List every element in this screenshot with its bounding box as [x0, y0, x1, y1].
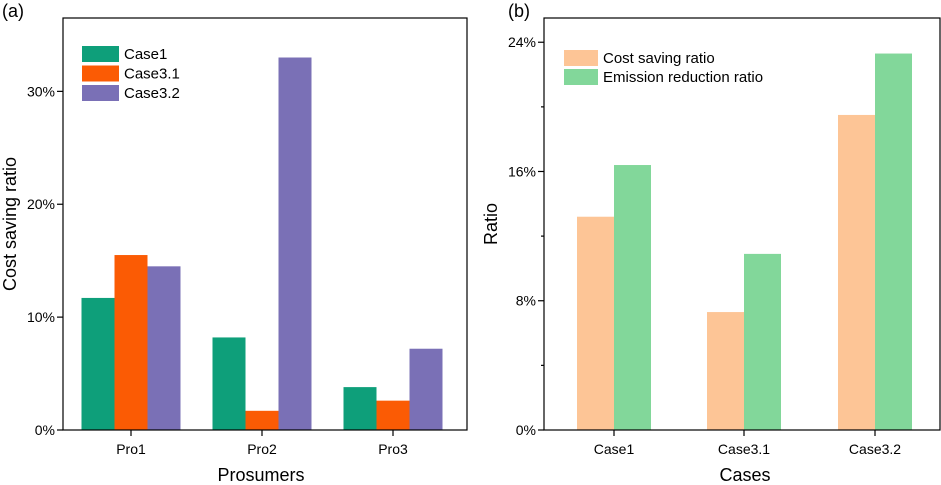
panel-a-bars [81, 57, 443, 431]
panel-b-y-tick-label: 24% [508, 34, 536, 50]
panel-b-label: (b) [508, 1, 530, 21]
panel-b-y-tick-label: 8% [516, 293, 536, 309]
panel-a-bar-case3-1-pro2 [245, 410, 279, 430]
panel-a-bar-case1-pro2 [212, 337, 246, 430]
panel-a-x-tick-label: Pro2 [247, 441, 277, 457]
panel-a-y-axis-title: Cost saving ratio [0, 157, 20, 291]
panel-a-ticks: Pro1 Pro2 Pro3 0% 10% 20% 30% [27, 83, 408, 457]
panel-b-y-tick-label: 0% [516, 422, 536, 438]
panel-a-bar-case3-2-pro1 [147, 266, 181, 430]
panel-a-y-tick-label: 30% [27, 83, 55, 99]
panel-a-y-tick-label: 10% [27, 309, 55, 325]
panel-a-legend-swatch-case3-2 [82, 85, 119, 101]
panel-a: (a) Cost saving ratio Prosumers Pro1 Pro2… [0, 1, 468, 485]
panel-b-legend: Cost saving ratio Emission reduction rati… [564, 50, 763, 86]
panel-b-y-axis-title: Ratio [481, 203, 501, 245]
panel-b-bars [577, 53, 912, 431]
panel-b-x-tick-label: Case1 [594, 441, 635, 457]
panel-a-legend: Case1 Case3.1 Case3.2 [82, 46, 180, 102]
panel-a-frame [62, 17, 468, 431]
panel-a-x-tick-label: Pro3 [378, 441, 408, 457]
panel-a-bar-case3-1-pro3 [376, 400, 410, 430]
panel-b-ticks: Case1 Case3.1 Case3.2 0% 8% 16% 24% [508, 34, 901, 457]
panel-a-bar-case1-pro3 [343, 387, 377, 430]
panel-a-legend-label-case1: Case1 [124, 46, 167, 63]
panel-a-label: (a) [2, 1, 24, 21]
panel-a-legend-swatch-case1 [82, 46, 119, 62]
panel-b-frame [543, 17, 941, 431]
panel-a-legend-label-case3-2: Case3.2 [124, 85, 180, 102]
panel-b-x-tick-label: Case3.2 [849, 441, 901, 457]
panel-a-bar-case3-1-pro1 [114, 255, 148, 430]
panel-b-legend-swatch-emission-reduction-ratio [564, 69, 598, 85]
panel-a-legend-label-case3-1: Case3.1 [124, 66, 180, 83]
panel-b-bar-emission-reduction-ratio-case3-2 [875, 53, 912, 430]
panel-b-legend-swatch-cost-saving-ratio [564, 50, 598, 66]
panel-a-bar-case1-pro1 [81, 297, 115, 430]
panel-a-x-tick-label: Pro1 [116, 441, 146, 457]
panel-b-bar-cost-saving-ratio-case3-2 [838, 114, 875, 431]
panel-a-legend-swatch-case3-1 [82, 65, 119, 82]
panel-b: (b) Ratio Cases Case1 Case3.1 Case3.2 0% 8% 1… [481, 1, 941, 485]
panel-a-x-axis-title: Prosumers [217, 465, 304, 485]
panel-b-bar-cost-saving-ratio-case1 [577, 216, 614, 430]
panel-b-x-tick-label: Case3.1 [718, 441, 770, 457]
panel-b-legend-label-emission-reduction-ratio: Emission reduction ratio [603, 69, 763, 86]
panel-b-y-tick-label: 16% [508, 163, 536, 179]
panel-b-bar-cost-saving-ratio-case3-1 [707, 312, 744, 430]
panel-b-x-axis-title: Cases [719, 465, 770, 485]
panel-a-bar-case3-2-pro3 [409, 348, 443, 430]
panel-a-bar-case3-2-pro2 [278, 57, 312, 431]
panel-b-legend-label-cost-saving-ratio: Cost saving ratio [603, 50, 715, 67]
panel-b-bar-emission-reduction-ratio-case1 [614, 165, 651, 430]
panel-b-bar-emission-reduction-ratio-case3-1 [744, 253, 781, 430]
panel-a-y-tick-label: 0% [35, 422, 55, 438]
panel-a-y-tick-label: 20% [27, 196, 55, 212]
